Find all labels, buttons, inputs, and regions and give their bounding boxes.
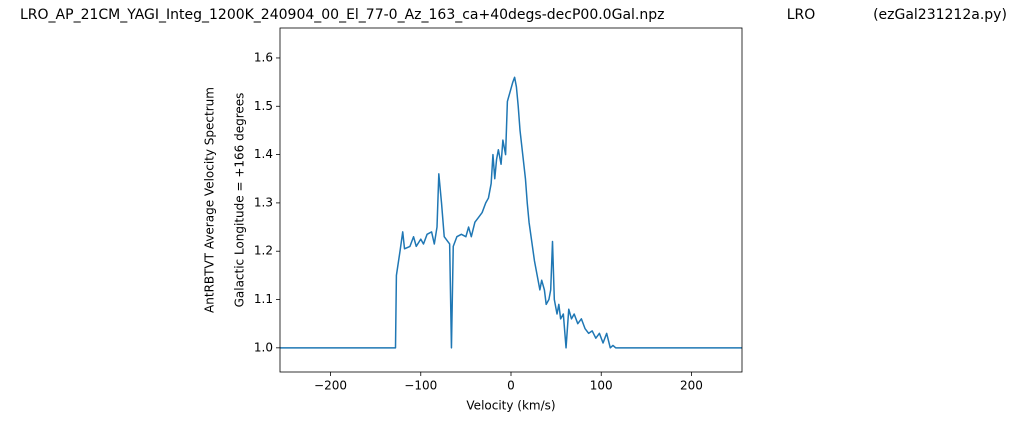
center-title: LRO [787, 7, 816, 23]
y-tick-label: 1.6 [254, 50, 273, 64]
y-tick-label: 1.5 [254, 99, 273, 113]
plot-frame [279, 27, 743, 373]
y-axis-label: AntRBTVT Average Velocity Spectrum [203, 87, 217, 313]
x-tick-label: 100 [590, 379, 613, 393]
y-tick-label: 1.4 [254, 147, 273, 161]
right-title: (ezGal231212a.py) [873, 7, 1007, 23]
y-axis-label: Galactic Longitude = +166 degrees [233, 93, 247, 308]
y-tick-label: 1.0 [254, 340, 273, 354]
y-tick-label: 1.3 [254, 195, 273, 209]
chart-title: LRO_AP_21CM_YAGI_Integ_1200K_240904_00_E… [20, 7, 664, 23]
x-tick-label: 0 [507, 379, 515, 393]
x-tick-label: 200 [680, 379, 703, 393]
y-tick-label: 1.2 [254, 244, 273, 258]
y-tick-label: 1.1 [254, 292, 273, 306]
data-line [280, 76, 742, 349]
x-axis-label: Velocity (km/s) [466, 399, 555, 413]
x-tick-label: −100 [404, 379, 437, 393]
x-tick-label: −200 [314, 379, 347, 393]
